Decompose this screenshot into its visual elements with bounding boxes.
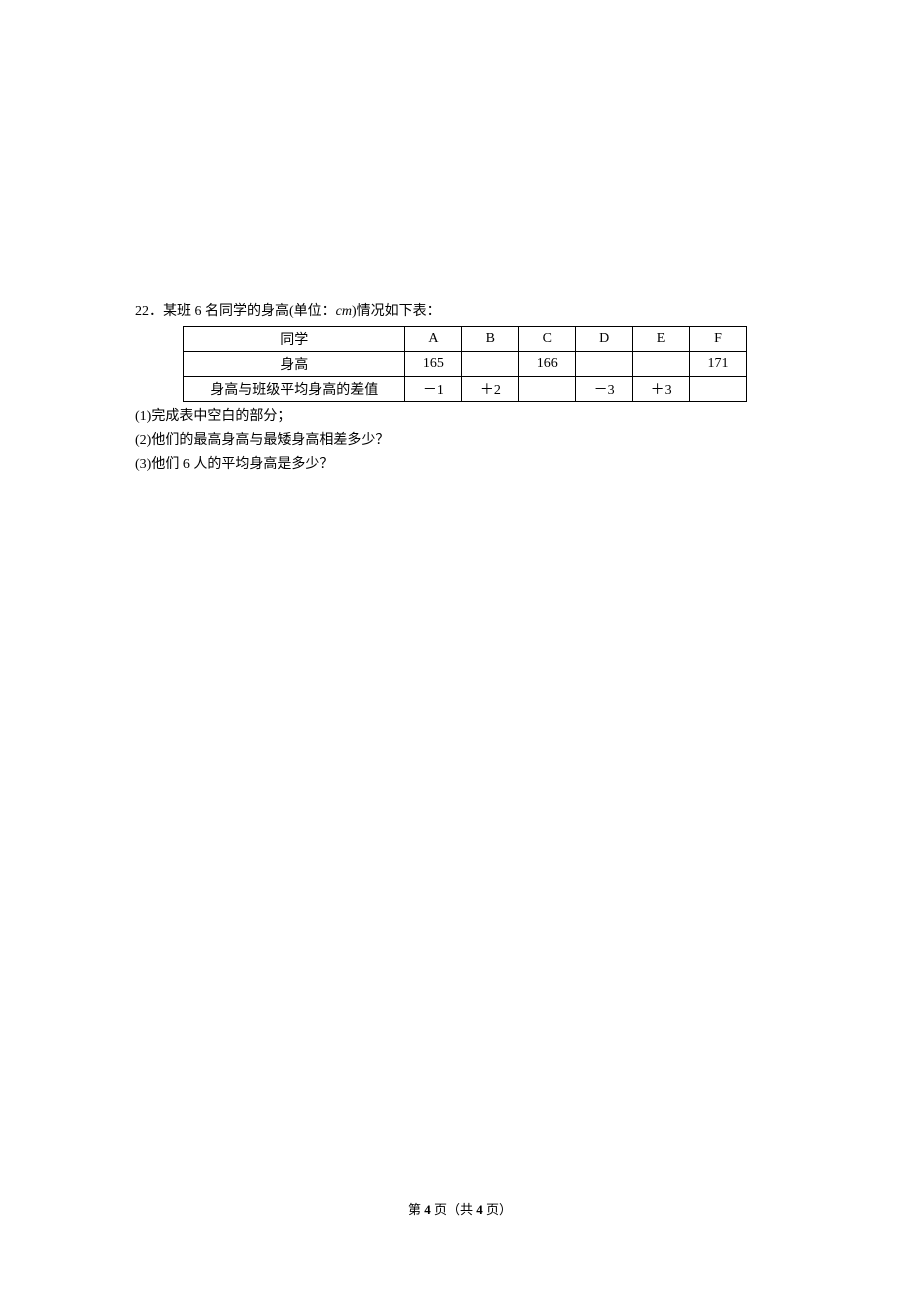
intro-unit: cm xyxy=(336,304,352,319)
table-cell: －1 xyxy=(405,376,462,401)
data-table: 同学 A B C D E F 身高 165 166 171 身高与班级平均身高的… xyxy=(183,326,747,402)
problem-number: 22． xyxy=(135,304,163,319)
table-cell: F xyxy=(690,326,747,351)
table-cell xyxy=(576,351,633,376)
table-cell: 166 xyxy=(519,351,576,376)
table-cell: E xyxy=(633,326,690,351)
table-cell: ＋3 xyxy=(633,376,690,401)
table-cell: B xyxy=(462,326,519,351)
table-cell xyxy=(462,351,519,376)
table-cell xyxy=(690,376,747,401)
table-cell: 171 xyxy=(690,351,747,376)
page-footer: 第 4 页（共 4 页） xyxy=(0,1199,920,1218)
intro-prefix: 某班 6 名同学的身高(单位： xyxy=(163,304,336,319)
table-row: 同学 A B C D E F xyxy=(184,326,747,351)
problem-intro: 22．某班 6 名同学的身高(单位：cm)情况如下表： xyxy=(135,302,787,322)
table-cell: 165 xyxy=(405,351,462,376)
table-cell: A xyxy=(405,326,462,351)
table-cell: ＋2 xyxy=(462,376,519,401)
table-row: 身高与班级平均身高的差值 －1 ＋2 －3 ＋3 xyxy=(184,376,747,401)
questions: (1)完成表中空白的部分； (2)他们的最高身高与最矮身高相差多少？ (3)他们… xyxy=(135,406,787,477)
row-label: 身高与班级平均身高的差值 xyxy=(184,376,405,401)
footer-prefix: 第 xyxy=(408,1202,424,1217)
question-1: (1)完成表中空白的部分； xyxy=(135,406,787,428)
table-cell xyxy=(633,351,690,376)
table-cell: －3 xyxy=(576,376,633,401)
table-row: 身高 165 166 171 xyxy=(184,351,747,376)
table-cell xyxy=(519,376,576,401)
table-cell: D xyxy=(576,326,633,351)
row-label: 同学 xyxy=(184,326,405,351)
row-label: 身高 xyxy=(184,351,405,376)
footer-middle: 页（共 xyxy=(431,1202,477,1217)
table-cell: C xyxy=(519,326,576,351)
question-3: (3)他们 6 人的平均身高是多少？ xyxy=(135,454,787,476)
problem-content: 22．某班 6 名同学的身高(单位：cm)情况如下表： 同学 A B C D E… xyxy=(135,302,787,479)
intro-suffix: )情况如下表： xyxy=(352,304,441,319)
footer-suffix: 页） xyxy=(483,1202,512,1217)
question-2: (2)他们的最高身高与最矮身高相差多少？ xyxy=(135,430,787,452)
